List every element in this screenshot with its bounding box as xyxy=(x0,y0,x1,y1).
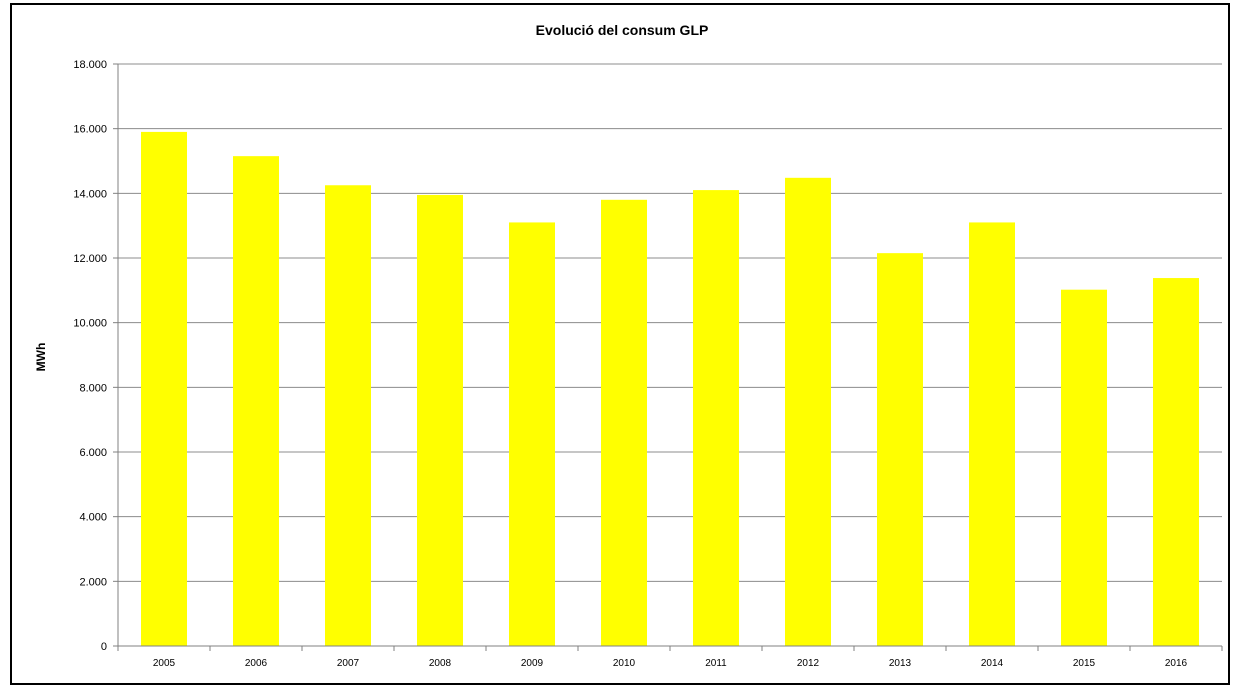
chart-svg: Evolució del consum GLP MWh 0 2.000 4.000 6… xyxy=(34,22,1223,669)
chart-title: Evolució del consum GLP xyxy=(536,22,709,38)
bar-2010 xyxy=(601,199,647,647)
x-tick-labels: 2005 2006 2007 2008 2009 2010 2011 2012 2013 2014… xyxy=(153,658,1188,669)
y-tick-label: 6.000 xyxy=(79,447,107,459)
bar-2012 xyxy=(785,177,831,646)
y-tick-label: 2.000 xyxy=(79,576,107,588)
x-tick-label: 2009 xyxy=(521,658,544,669)
gridlines xyxy=(118,63,1222,582)
x-tick-label: 2013 xyxy=(889,658,912,669)
bar-2016 xyxy=(1153,278,1199,646)
x-tick-label: 2008 xyxy=(429,658,452,669)
x-tick-label: 2005 xyxy=(153,658,176,669)
y-tick-labels: 0 2.000 4.000 6.000 8.000 10.000 12.000 14.000 1… xyxy=(73,59,107,653)
y-tick-label: 18.000 xyxy=(73,59,107,71)
y-tick-label: 16.000 xyxy=(73,124,107,136)
y-tick-label: 14.000 xyxy=(73,188,107,200)
axes xyxy=(113,63,1223,651)
bar-2011 xyxy=(693,190,739,646)
bars xyxy=(141,131,1199,647)
x-tick-label: 2014 xyxy=(981,658,1004,669)
bar-2008 xyxy=(417,194,463,646)
bar-2015 xyxy=(1061,289,1107,646)
chart-frame: Evolució del consum GLP MWh 0 2.000 4.000 6… xyxy=(10,3,1230,685)
x-tick-label: 2010 xyxy=(613,658,636,669)
bar-2006 xyxy=(233,156,279,646)
bar-2014 xyxy=(969,222,1015,646)
x-tick-label: 2016 xyxy=(1165,658,1188,669)
x-tick-label: 2006 xyxy=(245,658,268,669)
y-tick-label: 12.000 xyxy=(73,253,107,265)
bar-2013 xyxy=(877,253,923,646)
y-tick-label: 0 xyxy=(101,641,107,653)
y-axis-label: MWh xyxy=(34,343,48,372)
bar-2009 xyxy=(509,222,555,646)
x-tick-label: 2011 xyxy=(705,658,727,669)
y-tick-label: 10.000 xyxy=(73,318,107,330)
x-tick-label: 2012 xyxy=(797,658,820,669)
x-tick-label: 2015 xyxy=(1073,658,1096,669)
y-tick-label: 8.000 xyxy=(79,382,107,394)
y-tick-label: 4.000 xyxy=(79,512,107,524)
bar-2005 xyxy=(141,131,187,646)
x-tick-label: 2007 xyxy=(337,658,360,669)
bar-2007 xyxy=(325,185,371,646)
